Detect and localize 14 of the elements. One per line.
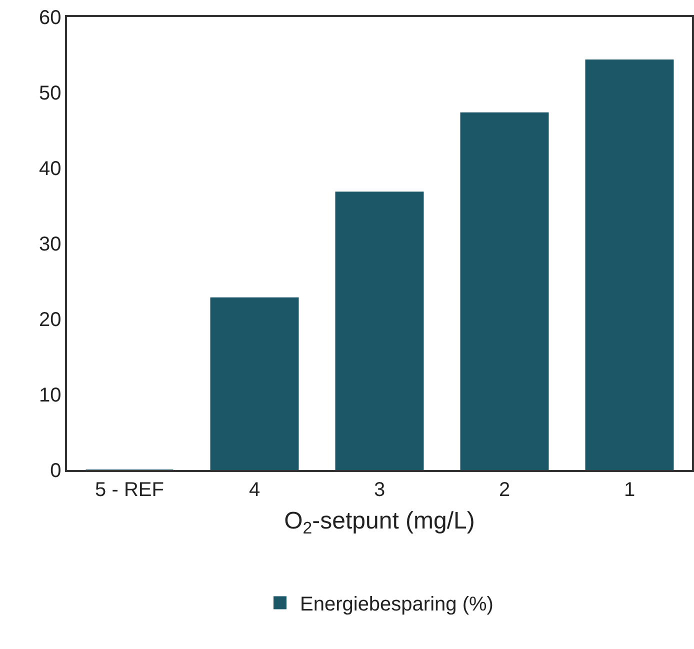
y-tick-label: 20 bbox=[39, 309, 62, 331]
x-tick-label: 5 - REF bbox=[95, 478, 164, 501]
y-tick-label: 0 bbox=[50, 460, 62, 482]
legend-label: Energiebesparing (%) bbox=[300, 594, 494, 616]
x-tick-label: 1 bbox=[624, 478, 636, 501]
y-tick-label: 60 bbox=[39, 7, 62, 29]
y-tick-label: 50 bbox=[39, 82, 62, 104]
y-tick-label: 30 bbox=[39, 234, 62, 256]
y-tick-label: 10 bbox=[39, 384, 62, 406]
x-tick-label: 2 bbox=[498, 478, 510, 501]
x-axis-title: O$_{2}$-setpunt (mg/L) bbox=[284, 508, 475, 538]
x-tick-label: 3 bbox=[374, 478, 386, 501]
y-tick-label: 40 bbox=[39, 158, 62, 180]
x-tick-label: 4 bbox=[248, 478, 260, 501]
